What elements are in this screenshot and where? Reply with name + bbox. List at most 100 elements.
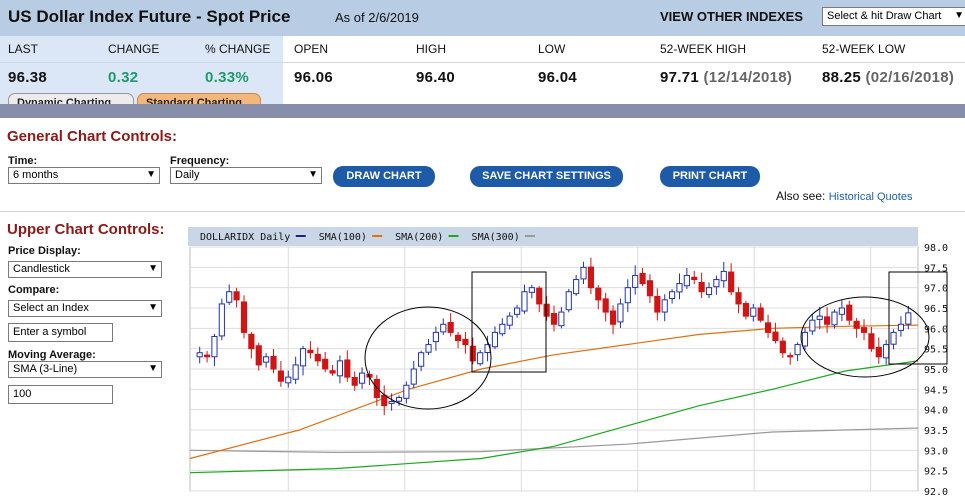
save-chart-settings-button[interactable]: SAVE CHART SETTINGS bbox=[470, 166, 623, 187]
wk52-low-date: (02/16/2018) bbox=[865, 69, 955, 86]
candle-down bbox=[779, 340, 786, 354]
candle-down bbox=[543, 303, 550, 317]
candle-up bbox=[218, 303, 225, 337]
candle-up bbox=[676, 283, 683, 293]
candle-up bbox=[890, 331, 897, 345]
also-see: Also see: Historical Quotes bbox=[776, 189, 912, 203]
candle-up bbox=[883, 344, 890, 359]
upper-controls-title: Upper Chart Controls: bbox=[7, 221, 165, 238]
candle-up bbox=[558, 311, 565, 327]
candle-up bbox=[565, 291, 572, 311]
candle-down bbox=[742, 303, 750, 317]
frequency-select[interactable]: Daily ▼ bbox=[170, 167, 322, 184]
candle-up bbox=[580, 266, 587, 280]
candle-up bbox=[432, 331, 439, 343]
symbol-input[interactable]: Enter a symbol bbox=[8, 323, 113, 342]
candle-down bbox=[595, 287, 602, 301]
moving-average-value: SMA (3-Line) bbox=[13, 363, 78, 375]
draw-chart-button[interactable]: DRAW CHART bbox=[333, 166, 435, 187]
y-tick-label: 94.0 bbox=[924, 406, 948, 417]
compare-select-value: Select an Index bbox=[13, 302, 89, 314]
open-value: 96.06 bbox=[294, 69, 334, 86]
time-select-value: 6 months bbox=[13, 169, 59, 181]
y-tick-label: 98.0 bbox=[924, 243, 948, 254]
candle-up bbox=[499, 323, 506, 335]
candle-down bbox=[772, 331, 779, 342]
candle-up bbox=[226, 291, 233, 303]
compare-select[interactable]: Select an Index ▼ bbox=[8, 300, 162, 317]
candle-up bbox=[395, 396, 403, 402]
candle-down bbox=[277, 370, 284, 382]
last-label: LAST bbox=[8, 42, 39, 56]
candle-up bbox=[838, 307, 845, 315]
candle-up bbox=[801, 331, 809, 347]
moving-average-select[interactable]: SMA (3-Line) ▼ bbox=[8, 361, 162, 378]
candle-up bbox=[750, 307, 757, 317]
wk52-low-value: 88.25 (02/16/2018) bbox=[822, 69, 954, 86]
candle-up bbox=[794, 344, 801, 356]
annotation-box bbox=[888, 271, 948, 365]
sma200-line bbox=[189, 360, 919, 474]
quote-detail-panel bbox=[283, 36, 965, 104]
change-label: CHANGE bbox=[108, 42, 160, 56]
quote-divider bbox=[0, 62, 965, 63]
candle-down bbox=[698, 281, 705, 293]
legend-label: DOLLARIDX Daily bbox=[200, 232, 290, 243]
controls-divider bbox=[0, 211, 965, 212]
candle-down bbox=[536, 287, 543, 305]
chevron-down-icon: ▼ bbox=[308, 169, 318, 180]
pct-change-value: 0.33% bbox=[205, 69, 250, 86]
candle-down bbox=[860, 327, 868, 333]
candle-up bbox=[410, 368, 417, 385]
candle-down bbox=[728, 271, 735, 293]
candle-down bbox=[351, 377, 358, 386]
quote-highlight-panel bbox=[0, 36, 283, 104]
candle-up bbox=[491, 331, 499, 348]
candle-up bbox=[211, 335, 218, 358]
candle-up bbox=[713, 279, 720, 288]
candle-down bbox=[270, 355, 277, 370]
chart-legend-band bbox=[188, 227, 918, 246]
index-select-value: Select & hit Draw Chart bbox=[827, 10, 942, 22]
annotation-ellipse bbox=[364, 306, 492, 410]
historical-quotes-link[interactable]: Historical Quotes bbox=[828, 191, 913, 203]
candle-up bbox=[661, 299, 668, 313]
price-display-value: Candlestick bbox=[13, 263, 70, 275]
candle-down bbox=[203, 354, 211, 358]
candle-up bbox=[506, 315, 513, 326]
low-value: 96.04 bbox=[538, 69, 578, 86]
candle-up bbox=[514, 307, 521, 315]
candle-up bbox=[477, 352, 484, 365]
candle-down bbox=[255, 345, 262, 366]
moving-average-label: Moving Average: bbox=[8, 349, 96, 361]
candle-down bbox=[550, 313, 558, 325]
last-value: 96.38 bbox=[8, 69, 48, 86]
candle-down bbox=[307, 349, 314, 354]
section-separator bbox=[0, 104, 965, 118]
candle-up bbox=[624, 287, 631, 304]
candle-down bbox=[853, 320, 860, 329]
candle-up bbox=[831, 311, 838, 326]
time-select[interactable]: 6 months ▼ bbox=[8, 167, 160, 184]
candle-down bbox=[787, 355, 794, 358]
wk52-high-value: 97.71 (12/14/2018) bbox=[660, 69, 792, 86]
wk52-high-label: 52-WEEK HIGH bbox=[660, 42, 747, 56]
candle-up bbox=[705, 287, 713, 296]
candle-down bbox=[344, 359, 351, 378]
candle-down bbox=[639, 272, 646, 285]
candle-up bbox=[573, 279, 580, 295]
candle-down bbox=[462, 338, 469, 346]
index-select[interactable]: Select & hit Draw Chart ▼ bbox=[822, 7, 965, 26]
y-tick-label: 97.0 bbox=[924, 284, 948, 295]
sma300-line bbox=[189, 427, 919, 454]
ma-period-input[interactable]: 100 bbox=[8, 385, 113, 404]
y-tick-label: 92.5 bbox=[924, 467, 948, 478]
candle-down bbox=[381, 394, 388, 407]
y-tick-label: 94.5 bbox=[924, 385, 948, 396]
candle-up bbox=[388, 401, 395, 404]
candle-up bbox=[669, 291, 676, 300]
y-tick-label: 97.5 bbox=[924, 263, 948, 274]
wk52-low-number: 88.25 bbox=[822, 69, 862, 86]
price-display-select[interactable]: Candlestick ▼ bbox=[8, 261, 162, 278]
print-chart-button[interactable]: PRINT CHART bbox=[660, 166, 760, 187]
